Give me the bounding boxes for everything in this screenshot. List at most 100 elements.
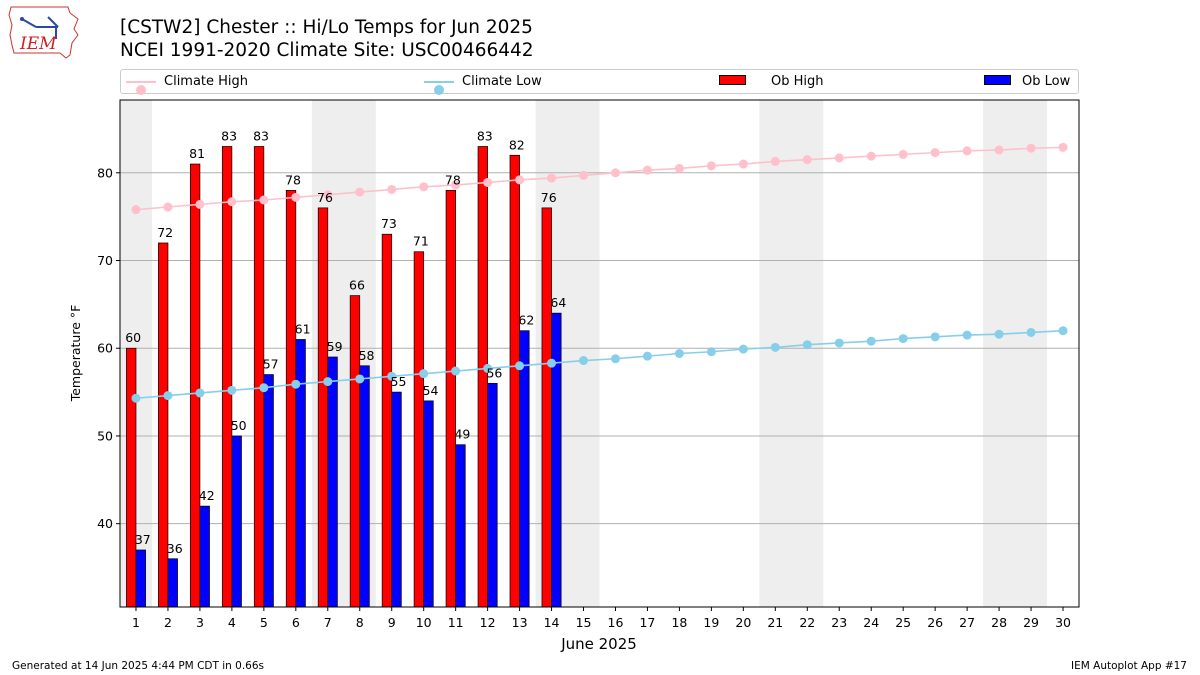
weekend-shade (311, 100, 376, 607)
climate-high-point (259, 195, 269, 205)
ob-high-bar (285, 189, 297, 608)
ob-high-label: 66 (349, 278, 365, 293)
ob-low-label: 55 (391, 374, 407, 389)
x-tick-label: 26 (927, 615, 943, 630)
x-tick-label: 9 (388, 615, 396, 630)
ob-low-bar (391, 391, 402, 608)
ob-high-label: 76 (541, 190, 557, 205)
footer-generated: Generated at 14 Jun 2025 4:44 PM CDT in … (12, 660, 265, 672)
x-tick-label: 29 (1023, 615, 1039, 630)
ob-high-label: 72 (157, 225, 173, 240)
ob-low-bar (359, 365, 370, 608)
climate-low-point (579, 356, 589, 366)
ob-high-bar (221, 146, 233, 608)
ob-high-bar (126, 347, 137, 608)
ob-low-bar (519, 330, 530, 608)
ob-high-label: 83 (477, 128, 493, 143)
ob-low-label: 57 (263, 357, 279, 372)
climate-high-point (547, 173, 557, 183)
climate-low-point (163, 391, 173, 401)
ob-high-label: 73 (381, 216, 397, 231)
climate-high-point (930, 148, 940, 158)
climate-high-point (834, 153, 844, 163)
ob-high-label: 60 (125, 330, 141, 345)
x-tick-label: 3 (196, 615, 204, 630)
y-tick-label: 70 (97, 253, 113, 268)
ob-high-label: 78 (445, 172, 461, 187)
x-tick-label: 4 (228, 615, 236, 630)
x-tick-label: 7 (324, 615, 332, 630)
climate-high-point (994, 145, 1004, 155)
weekend-shade (535, 100, 600, 607)
y-tick-label: 40 (97, 516, 113, 531)
climate-low-point (866, 336, 876, 346)
iem-logo: IEM (8, 6, 79, 59)
climate-high-point (866, 151, 876, 161)
climate-high-point (962, 146, 972, 156)
ob-high-label: 78 (285, 172, 301, 187)
y-axis-label: Temperature °F (68, 305, 83, 403)
climate-low-point (227, 385, 237, 395)
ob-low-label: 59 (327, 339, 343, 354)
ob-low-bar (295, 339, 306, 608)
plot-area (119, 99, 1080, 608)
ob-low-label: 42 (199, 488, 215, 503)
climate-low-point (291, 379, 301, 389)
x-tick-label: 21 (767, 615, 783, 630)
climate-high-point (291, 192, 301, 202)
ob-high-bar (541, 207, 552, 608)
x-tick-label: 14 (544, 615, 560, 630)
climate-low-point (610, 354, 620, 364)
climate-low-line (135, 329, 1064, 400)
x-tick-label: 1 (132, 615, 140, 630)
climate-low-point (195, 388, 205, 398)
ob-low-bar (423, 400, 434, 608)
climate-low-point (834, 338, 844, 348)
weekend-shade (120, 100, 152, 607)
ob-high-bar (381, 233, 393, 608)
ob-low-bar (327, 356, 338, 608)
ob-low-label: 50 (231, 418, 247, 433)
ob-high-label: 71 (413, 234, 429, 249)
legend: Climate High Climate Low Ob High Ob Low (120, 69, 1079, 95)
climate-high-point (770, 156, 780, 166)
ob-low-label: 36 (167, 541, 183, 556)
legend-label-climate-low: Climate Low (462, 74, 542, 89)
climate-low-point (1026, 327, 1036, 337)
climate-high-point (642, 165, 652, 175)
climate-low-point (419, 369, 429, 379)
weekend-shade (759, 100, 824, 607)
climate-low-point (355, 374, 365, 384)
climate-low-point (962, 330, 972, 340)
climate-high-point (610, 168, 620, 178)
ob-low-bar (135, 549, 146, 608)
ob-low-label: 37 (135, 532, 151, 547)
ob-low-label: 61 (295, 321, 311, 336)
x-tick-label: 20 (735, 615, 751, 630)
ob-low-label: 54 (423, 383, 439, 398)
ob-high-label: 83 (253, 128, 269, 143)
ob-low-label: 56 (486, 365, 502, 380)
x-tick-label: 15 (576, 615, 592, 630)
x-tick-label: 8 (356, 615, 364, 630)
climate-low-point (898, 334, 908, 344)
x-tick-label: 11 (448, 615, 464, 630)
climate-low-point (706, 347, 716, 357)
climate-low-point (323, 377, 333, 387)
climate-high-point (738, 159, 748, 169)
climate-high-point (323, 190, 333, 200)
ob-low-bar (263, 374, 274, 608)
climate-low-point (483, 363, 493, 373)
climate-high-point (419, 182, 429, 192)
legend-label-ob-high: Ob High (771, 74, 824, 89)
x-tick-label: 2 (164, 615, 172, 630)
y-tick-label: 80 (97, 165, 113, 180)
x-tick-label: 16 (608, 615, 624, 630)
climate-low-point (547, 358, 557, 368)
climate-high-point (195, 199, 205, 209)
climate-high-swatch (126, 81, 156, 95)
climate-low-point (642, 351, 652, 361)
climate-high-point (706, 161, 716, 171)
x-tick-label: 28 (991, 615, 1007, 630)
ob-low-label: 58 (359, 348, 375, 363)
